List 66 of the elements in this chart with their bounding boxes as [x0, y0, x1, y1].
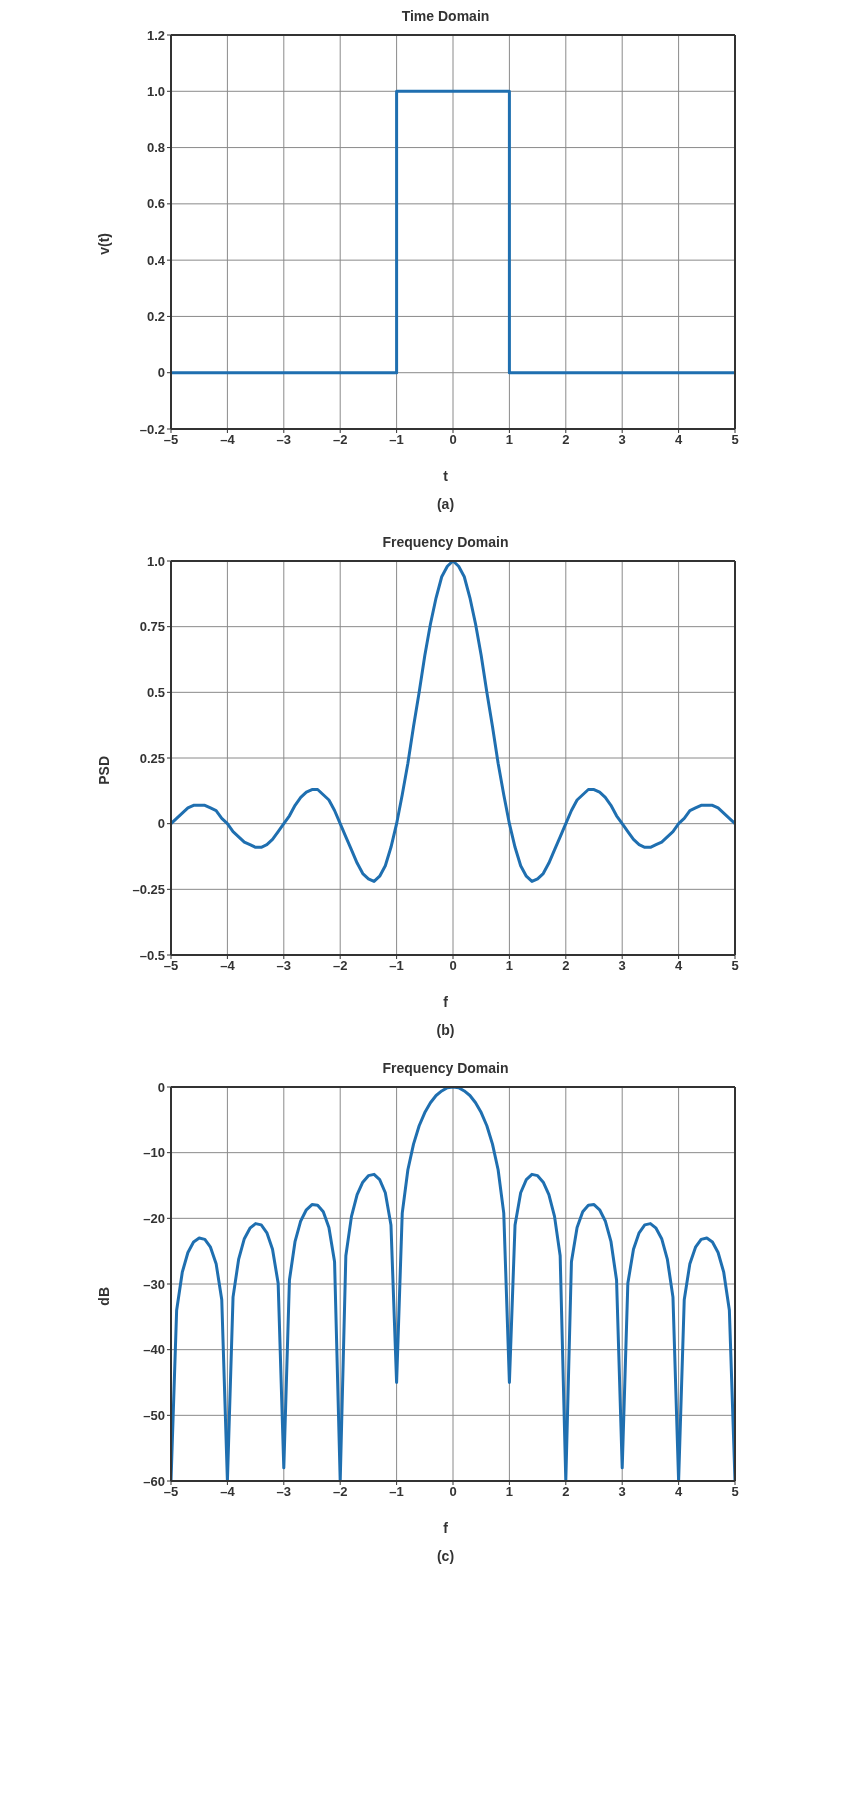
x-tick-label: 3: [618, 1484, 626, 1500]
x-tick-label: 0: [448, 432, 457, 448]
y-tick-label: 0.4: [146, 252, 166, 268]
y-tick-label: –50: [142, 1407, 165, 1423]
x-tick-label: 2: [561, 1484, 569, 1500]
x-tick-label: 4: [674, 1484, 683, 1500]
x-tick-label: –3: [276, 432, 291, 448]
x-tick-label: –2: [332, 432, 347, 448]
chart-title: Frequency Domain: [382, 534, 509, 550]
x-tick-label: –5: [163, 1484, 178, 1500]
y-tick-label: 0.8: [146, 140, 165, 156]
x-tick-label: 5: [730, 958, 739, 974]
x-tick-label: –4: [219, 432, 235, 448]
x-axis-title: f: [443, 1520, 448, 1536]
y-tick-label: –60: [142, 1473, 165, 1489]
y-axis-title: dB: [95, 1286, 112, 1306]
y-tick-label: 0.6: [146, 196, 165, 212]
x-tick-label: 1: [505, 1484, 513, 1500]
y-tick-label: 0: [157, 1079, 165, 1095]
x-tick-label: 2: [561, 432, 569, 448]
y-tick-label: 1.0: [146, 553, 165, 569]
x-tick-label: 2: [561, 958, 569, 974]
y-axis-title: PSD: [95, 755, 112, 785]
y-tick-label: 0.2: [146, 309, 165, 325]
y-tick-label: –10: [142, 1145, 165, 1161]
y-tick-label: 1.2: [146, 27, 165, 43]
x-tick-label: –4: [219, 958, 235, 974]
text: (b): [436, 1022, 455, 1038]
y-tick-label: 1.0: [146, 83, 165, 99]
x-tick-label: 5: [730, 432, 739, 448]
y-tick-label: 0.75: [139, 619, 165, 635]
x-axis-title: t: [443, 468, 448, 484]
x-tick-label: 4: [674, 432, 683, 448]
x-tick-label: –2: [332, 958, 347, 974]
y-tick-label: –20: [142, 1210, 165, 1226]
text: (a): [436, 496, 455, 512]
chart-title: Frequency Domain: [382, 1060, 509, 1076]
x-tick-label: 5: [730, 1484, 739, 1500]
y-tick-label: –40: [142, 1342, 165, 1358]
x-tick-label: 4: [674, 958, 683, 974]
x-tick-label: 1: [505, 958, 513, 974]
x-tick-label: 3: [618, 958, 626, 974]
x-tick-label: –4: [219, 1484, 235, 1500]
y-tick-label: 0.5: [146, 684, 165, 700]
x-tick-label: 1: [505, 432, 513, 448]
x-tick-label: 0: [448, 1484, 457, 1500]
x-tick-label: –1: [388, 432, 404, 448]
x-tick-label: –3: [276, 1484, 291, 1500]
y-tick-label: 0: [157, 816, 165, 832]
y-tick-label: –0.25: [131, 881, 165, 897]
x-tick-label: –1: [388, 958, 404, 974]
x-tick-label: –5: [163, 958, 178, 974]
x-tick-label: –1: [388, 1484, 404, 1500]
x-tick-label: 3: [618, 432, 626, 448]
y-tick-label: –30: [142, 1276, 165, 1292]
x-tick-label: 0: [448, 958, 457, 974]
y-tick-label: 0: [157, 365, 165, 381]
y-tick-label: –0.5: [139, 947, 165, 963]
y-axis-title: v(t): [95, 233, 112, 255]
y-tick-label: 0.25: [139, 750, 165, 766]
x-tick-label: –2: [332, 1484, 347, 1500]
text: (c): [436, 1548, 455, 1564]
x-axis-title: f: [443, 994, 448, 1010]
y-tick-label: –0.2: [139, 421, 165, 437]
x-tick-label: –3: [276, 958, 291, 974]
chart-title: Time Domain: [401, 8, 490, 24]
